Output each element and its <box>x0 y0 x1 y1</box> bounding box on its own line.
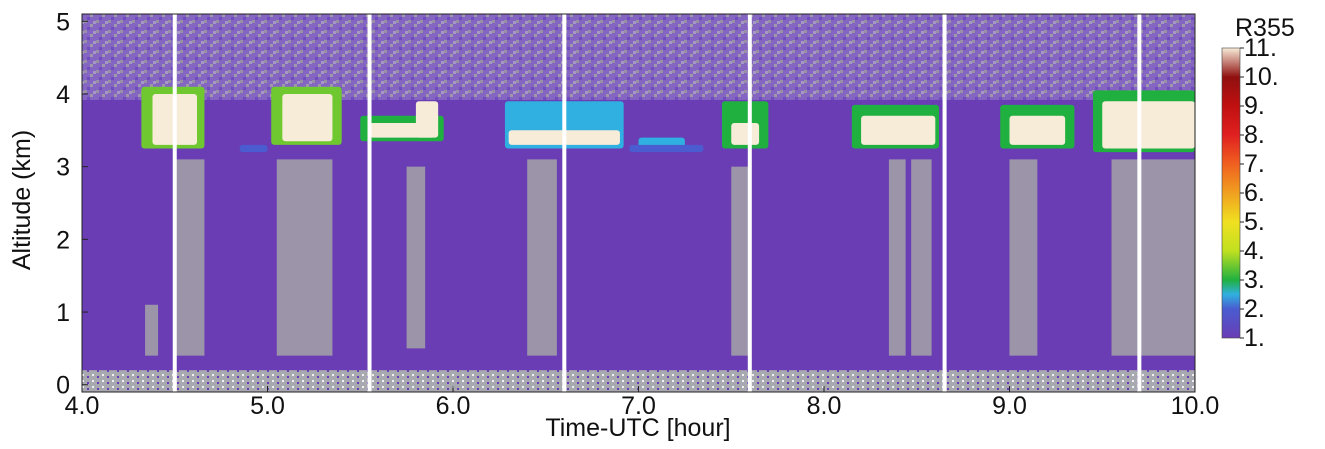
precipitation <box>174 159 205 356</box>
colorbar-tick-label: 5. <box>1244 208 1265 236</box>
cloud-cell <box>239 144 268 153</box>
colorbar-tick-label: 8. <box>1244 121 1265 149</box>
precipitation <box>1009 159 1038 356</box>
x-tick-label: 4.0 <box>65 392 100 420</box>
cloud-cell <box>629 144 704 153</box>
cloud-cell <box>731 123 760 145</box>
noise-layer <box>82 14 1195 100</box>
x-axis-title: Time-UTC [hour] <box>545 414 730 442</box>
cloud-cell <box>861 115 936 145</box>
x-tick-label: 6.0 <box>436 392 471 420</box>
surface-layer <box>82 370 1195 392</box>
colorbar <box>1221 47 1241 339</box>
precipitation <box>911 159 932 356</box>
data-gap <box>747 14 752 392</box>
colorbar-tick-label: 2. <box>1244 295 1265 323</box>
x-tick-label: 9.0 <box>992 392 1027 420</box>
data-gap <box>1137 14 1142 392</box>
y-axis-title: Altitude (km) <box>8 130 36 270</box>
colorbar-tick-label: 3. <box>1244 266 1265 294</box>
data-gap <box>367 14 372 392</box>
colorbar-tick-label: 10. <box>1244 63 1279 91</box>
x-tick-label: 7.0 <box>621 392 656 420</box>
precipitation <box>276 159 333 356</box>
precipitation <box>1111 159 1195 356</box>
precipitation <box>888 159 906 356</box>
precipitation <box>527 159 557 356</box>
precipitation <box>145 304 159 356</box>
x-tick-label: 8.0 <box>807 392 842 420</box>
y-tick-label: 1 <box>56 299 70 327</box>
cloud-cell <box>282 93 333 142</box>
y-tick-label: 5 <box>56 8 70 36</box>
data-gap <box>172 14 177 392</box>
colorbar-tick-label: 1. <box>1244 324 1265 352</box>
cloud-cell <box>415 101 439 138</box>
y-tick-label: 2 <box>56 226 70 254</box>
y-tick-label: 4 <box>56 81 70 109</box>
cloud-cell <box>1102 101 1195 149</box>
precipitation <box>406 166 426 349</box>
colorbar-tick-label: 6. <box>1244 179 1265 207</box>
colorbar-tick-label: 9. <box>1244 92 1265 120</box>
colorbar-title: R355 <box>1235 14 1295 42</box>
colorbar-tick-label: 4. <box>1244 237 1265 265</box>
x-tick-label: 5.0 <box>250 392 285 420</box>
precipitation <box>731 166 750 356</box>
data-gap <box>942 14 947 392</box>
data-gap <box>562 14 567 392</box>
y-tick-label: 3 <box>56 154 70 182</box>
x-tick-label: 10.0 <box>1171 392 1220 420</box>
y-tick-label: 0 <box>56 372 70 400</box>
colorbar-tick-label: 11. <box>1244 34 1277 62</box>
cloud-cell <box>1009 115 1066 145</box>
colorbar-tick-label: 7. <box>1244 150 1265 178</box>
